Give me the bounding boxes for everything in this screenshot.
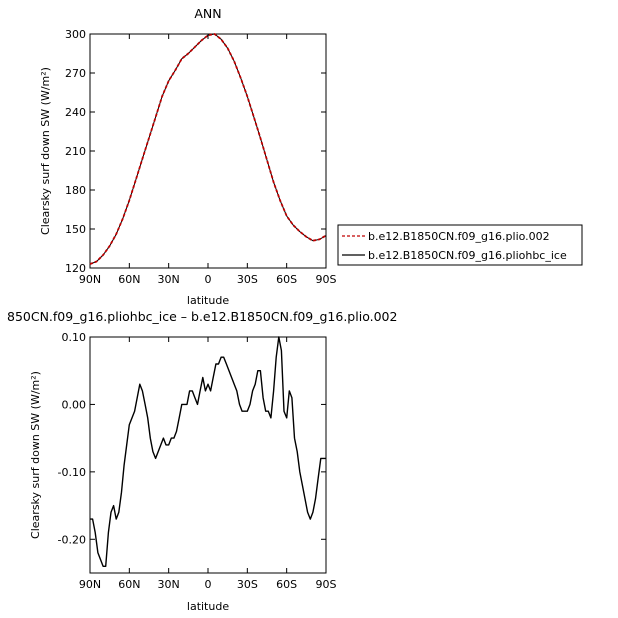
y-tick-label: 0.10	[62, 331, 87, 344]
x-tick-label: 90N	[79, 273, 101, 286]
x-tick-label: 60S	[276, 273, 297, 286]
x-tick-label: 30S	[237, 273, 258, 286]
bottom-y-axis-label: Clearsky surf down SW (W/m²)	[29, 371, 42, 539]
top-plot-frame	[89, 33, 327, 269]
y-tick-label: 150	[65, 223, 86, 236]
top-chart-title: ANN	[194, 6, 221, 21]
y-tick-label: -0.20	[58, 533, 86, 546]
x-tick-label: 90S	[316, 273, 337, 286]
legend-label-control: b.e12.B1850CN.f09_g16.plio.002	[368, 230, 550, 243]
bottom-panel: 850CN.f09_g16.pliohbc_ice – b.e12.B1850C…	[7, 309, 397, 613]
x-tick-label: 30N	[158, 273, 180, 286]
bottom-x-axis-label: latitude	[187, 600, 229, 613]
bottom-y-axis: -0.20 -0.10 0.00 0.10	[58, 331, 326, 546]
top-y-axis-label: Clearsky surf down SW (W/m²)	[39, 67, 52, 235]
y-tick-label: 210	[65, 145, 86, 158]
top-x-axis: 90N 60N 30N 0 30S 60S 90S	[79, 34, 337, 286]
top-panel: ANN 90N 60N 30N 0 30S 60S 90S 120 150 180 210 240 2…	[39, 6, 337, 307]
series-line-diff	[90, 336, 326, 567]
top-x-axis-label: latitude	[187, 294, 229, 307]
x-tick-label: 90S	[316, 578, 337, 591]
bottom-chart-title: 850CN.f09_g16.pliohbc_ice – b.e12.B1850C…	[7, 309, 397, 324]
y-tick-label: 0.00	[62, 398, 87, 411]
y-tick-label: 300	[65, 28, 86, 41]
x-tick-label: 30S	[237, 578, 258, 591]
bottom-series-lines	[90, 336, 326, 567]
x-tick-label: 60N	[118, 578, 140, 591]
x-tick-label: 60S	[276, 578, 297, 591]
y-tick-label: 120	[65, 262, 86, 275]
bottom-x-axis: 90N 60N 30N 0 30S 60S 90S	[79, 337, 337, 591]
top-series-lines	[89, 33, 327, 265]
top-y-axis: 120 150 180 210 240 270 300	[65, 28, 326, 275]
x-tick-label: 0	[205, 578, 212, 591]
y-tick-label: 240	[65, 106, 86, 119]
y-tick-label: 180	[65, 184, 86, 197]
y-tick-label: -0.10	[58, 466, 86, 479]
x-tick-label: 0	[205, 273, 212, 286]
y-tick-label: 270	[65, 67, 86, 80]
series-line-control	[89, 33, 327, 265]
series-line-ice	[89, 33, 327, 265]
legend-label-ice: b.e12.B1850CN.f09_g16.pliohbc_ice	[368, 249, 567, 262]
x-tick-label: 30N	[158, 578, 180, 591]
x-tick-label: 60N	[118, 273, 140, 286]
legend: b.e12.B1850CN.f09_g16.plio.002 b.e12.B18…	[337, 224, 583, 266]
legend-box	[337, 224, 583, 266]
x-tick-label: 90N	[79, 578, 101, 591]
